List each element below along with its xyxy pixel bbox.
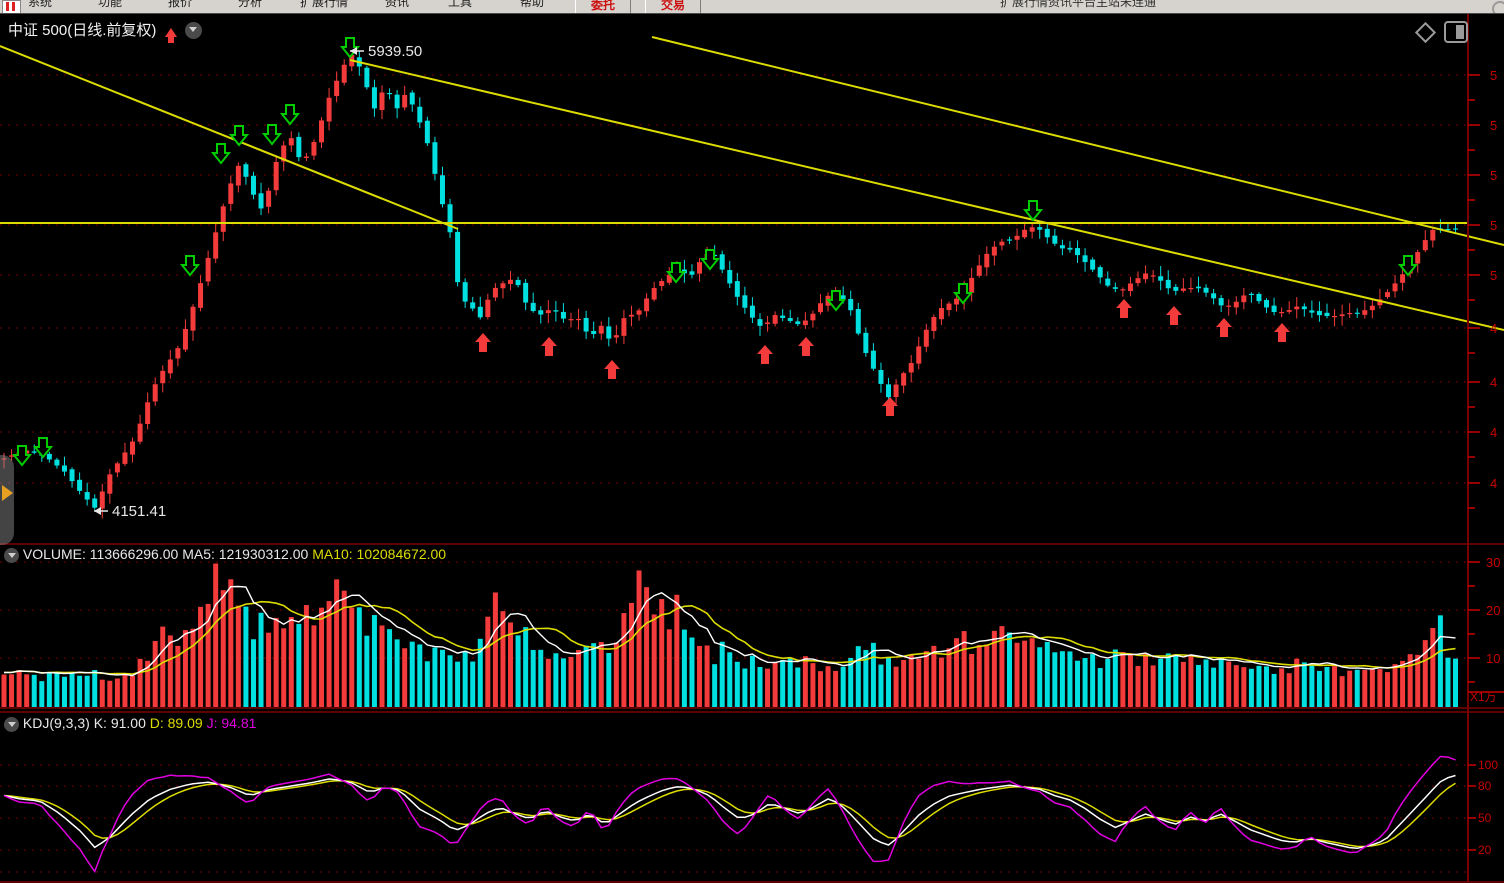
- axis-label: 5: [1490, 68, 1497, 83]
- trade-button-2[interactable]: 交易: [645, 0, 701, 13]
- buy-arrow-icon: [1166, 306, 1182, 325]
- axis-label: 4: [1490, 476, 1497, 491]
- axis-label: 100: [1478, 758, 1498, 772]
- axis-label: 5: [1490, 118, 1497, 133]
- menu-bar: 系统 功能 报价 分析 扩展行情 资讯 工具 帮助 委托 交易 扩展行情资讯平台主站未连通: [0, 0, 1504, 14]
- chart-title-bar: 中证 500(日线.前复权): [8, 19, 202, 43]
- trend-up-icon: [164, 22, 177, 43]
- menu-item-6[interactable]: 资讯: [385, 0, 410, 9]
- axis-label: 10: [1486, 651, 1500, 666]
- kdj-name: KDJ(9,3,3): [22, 715, 90, 731]
- volume-ma5: MA5: 121930312.00: [182, 546, 309, 562]
- sell-arrow-icon: [665, 262, 687, 284]
- chevron-down-icon[interactable]: [184, 22, 202, 39]
- split-panel-icon[interactable]: [1444, 21, 1468, 43]
- axis-label: 20: [1478, 843, 1492, 857]
- buy-arrow-icon: [604, 360, 620, 379]
- axis-label: 5: [1490, 168, 1497, 183]
- volume-unit-label: X1万: [1470, 690, 1497, 704]
- buy-arrow-icon: [882, 397, 898, 416]
- menu-item-2[interactable]: 功能: [98, 0, 123, 9]
- drawer-arrow-icon: [2, 485, 21, 501]
- volume-bars: [1, 563, 1459, 707]
- kdj-lines: [3, 755, 1456, 874]
- chevron-down-icon[interactable]: [4, 548, 19, 563]
- axis-label: 5: [1490, 218, 1497, 233]
- buy-arrow-icon: [475, 333, 491, 352]
- menu-item-3[interactable]: 报价: [168, 0, 193, 9]
- menu-item-5[interactable]: 扩展行情: [300, 0, 349, 9]
- axis-label: 50: [1478, 811, 1492, 825]
- volume-value: VOLUME: 113666296.00: [22, 546, 179, 562]
- axis-label: 20: [1486, 603, 1500, 618]
- sell-arrow-icon: [699, 249, 721, 271]
- sell-arrow-icon: [228, 125, 250, 147]
- chevron-down-icon[interactable]: [4, 717, 19, 732]
- menu-item-7[interactable]: 工具: [448, 0, 473, 9]
- buy-arrow-icon: [757, 345, 773, 364]
- side-drawer-handle[interactable]: [0, 455, 14, 545]
- axis-label: 4: [1490, 375, 1497, 390]
- kdj-j: J: 94.81: [206, 715, 257, 731]
- menu-item-4[interactable]: 分析: [238, 0, 263, 9]
- sell-arrow-icon: [179, 255, 201, 277]
- gridlines: [0, 74, 1468, 873]
- menu-item-1[interactable]: 系统: [28, 0, 53, 9]
- buy-arrow-icon: [1116, 299, 1132, 318]
- connection-status-text: 扩展行情资讯平台主站未连通: [1000, 0, 1157, 9]
- trade-button-1[interactable]: 委托: [575, 0, 631, 13]
- axis-label: 30: [1486, 555, 1500, 570]
- signal-arrows: [11, 37, 1419, 467]
- buy-arrow-icon: [1274, 323, 1290, 342]
- price-axis: 5 5 5 5 5 4 4 4 4 30 20 10 X1万 100 80 50 20: [0, 13, 1504, 883]
- sell-arrow-icon: [210, 143, 232, 165]
- kdj-k: K: 91.00: [93, 715, 146, 731]
- sell-arrow-icon: [825, 290, 847, 312]
- axis-label: 4: [1490, 425, 1497, 440]
- sell-arrow-icon: [279, 104, 301, 126]
- sell-arrow-icon: [952, 283, 974, 305]
- buy-arrow-icon: [541, 337, 557, 356]
- sell-arrow-icon: [1022, 200, 1044, 222]
- app-icon: [2, 0, 21, 13]
- sell-arrow-icon: [261, 124, 283, 146]
- volume-header: VOLUME: 113666296.00 MA5: 121930312.00 M…: [4, 546, 446, 563]
- buy-arrow-icon: [798, 337, 814, 356]
- sell-arrow-icon: [11, 445, 33, 467]
- trendlines: [0, 36, 1504, 331]
- price-low-label: 4151.41: [112, 503, 166, 520]
- volume-ma-lines: [3, 585, 1456, 677]
- price-high-label: 5939.50: [368, 43, 422, 60]
- volume-ma10: MA10: 102084672.00: [312, 546, 447, 562]
- connection-indicator-icon: [1492, 1, 1504, 13]
- kdj-header: KDJ(9,3,3) K: 91.00 D: 89.09 J: 94.81: [4, 715, 256, 732]
- sell-arrow-icon: [1397, 255, 1419, 277]
- price-marks: 5939.50 4151.41: [94, 43, 422, 520]
- buy-arrow-icon: [1216, 318, 1232, 337]
- axis-label: 4: [1490, 321, 1497, 336]
- menu-item-8[interactable]: 帮助: [520, 0, 545, 9]
- axis-label: 80: [1478, 779, 1492, 793]
- instrument-title: 中证 500(日线.前复权): [8, 22, 157, 39]
- kdj-d: D: 89.09: [149, 715, 203, 731]
- axis-label: 5: [1490, 268, 1497, 283]
- candlestick-series: [1, 51, 1459, 519]
- sell-arrow-icon: [32, 437, 54, 459]
